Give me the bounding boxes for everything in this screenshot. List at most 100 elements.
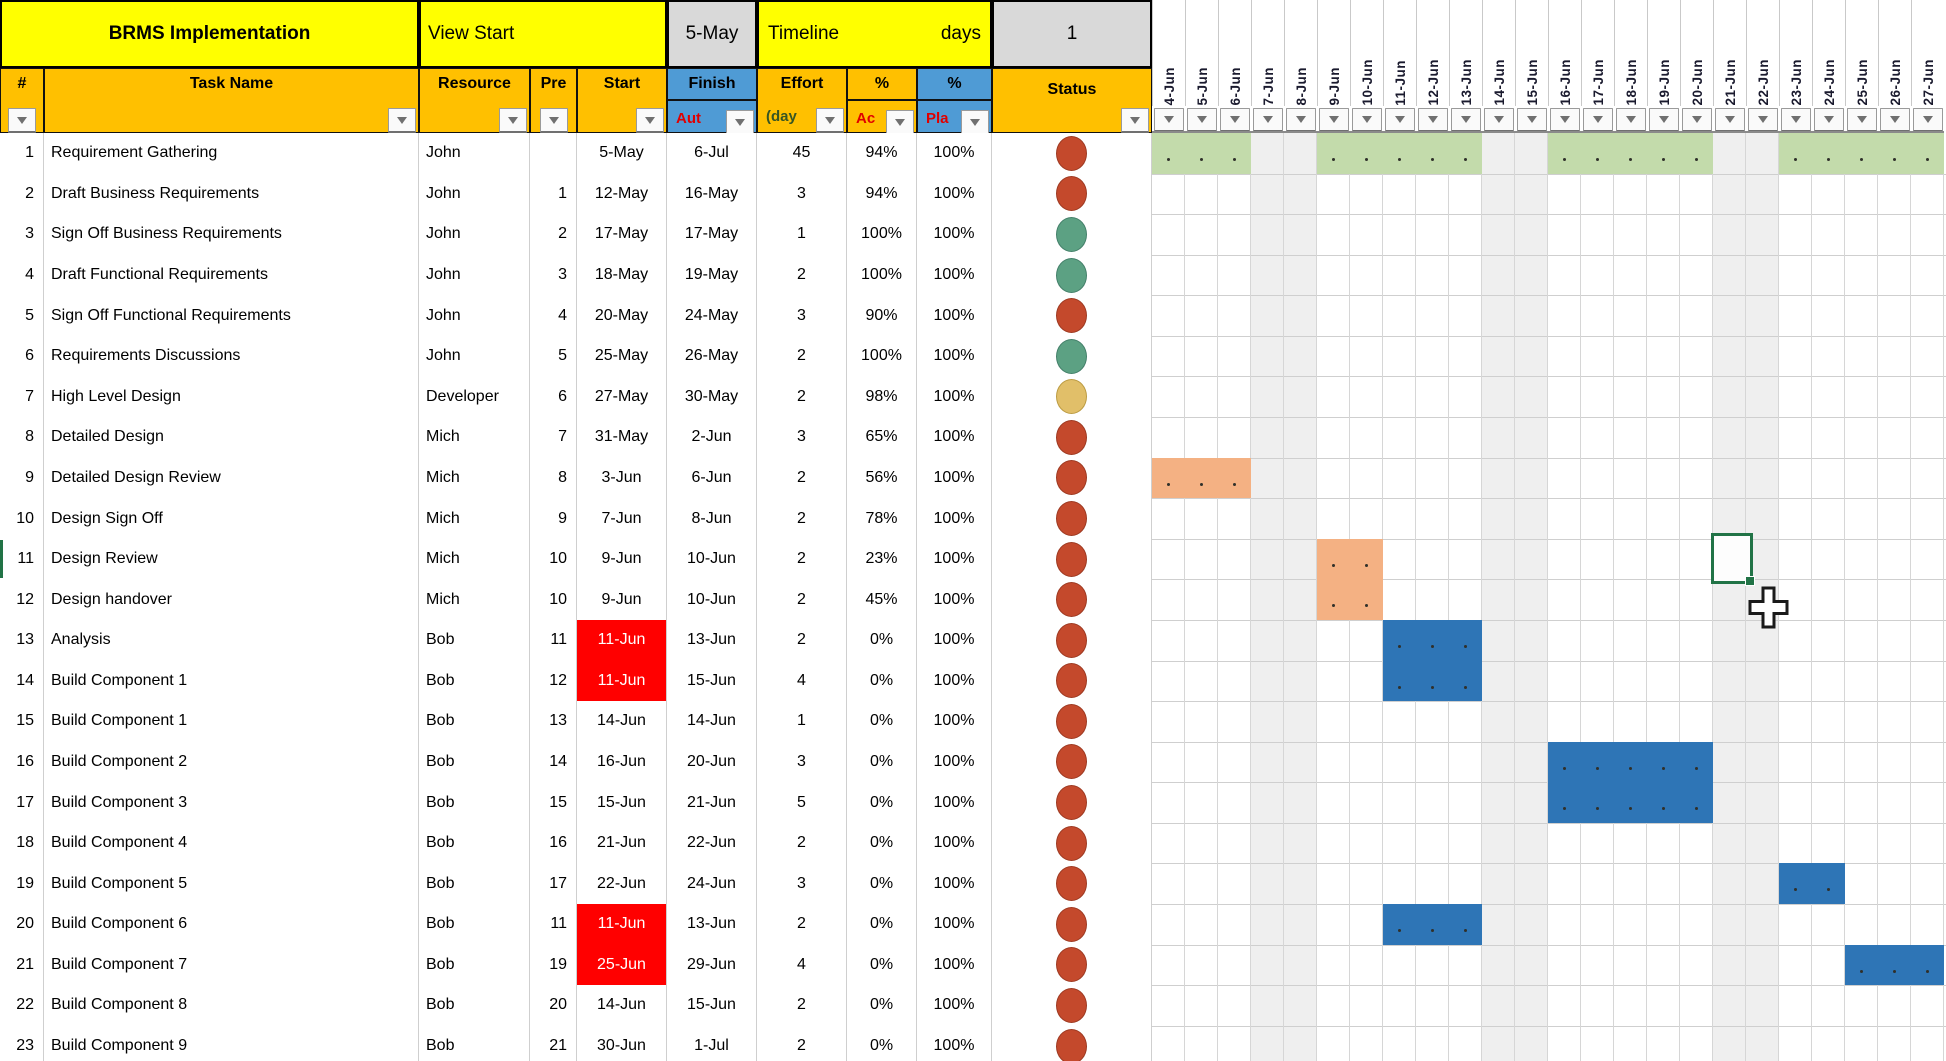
cell-status[interactable] — [992, 741, 1152, 783]
cell-task[interactable]: High Level Design — [44, 376, 419, 418]
cell-task[interactable]: Design Review — [44, 538, 419, 580]
date-column-header[interactable]: 10-Jun — [1350, 0, 1384, 106]
cell-start[interactable]: 31-May — [577, 417, 667, 458]
cell-num[interactable]: 20 — [0, 904, 44, 945]
cell-num[interactable]: 9 — [0, 457, 44, 499]
filter-button[interactable] — [1549, 107, 1580, 132]
cell-resource[interactable]: John — [419, 254, 530, 296]
cell-pct-plan[interactable]: 100% — [917, 214, 992, 255]
cell-pre[interactable]: 4 — [530, 295, 577, 336]
cell-start[interactable]: 5-May — [577, 133, 667, 174]
cell-resource[interactable]: Mich — [419, 417, 530, 458]
cell-effort[interactable]: 2 — [757, 538, 847, 580]
cell-pct-actual[interactable]: 0% — [847, 782, 917, 823]
filter-button[interactable] — [1384, 107, 1415, 132]
cell-pre[interactable]: 1 — [530, 173, 577, 215]
cell-status[interactable] — [992, 904, 1152, 945]
cell-pct-plan[interactable]: 100% — [917, 701, 992, 742]
cell-task[interactable]: Detailed Design — [44, 417, 419, 458]
cell-num[interactable]: 11 — [0, 538, 44, 580]
cell-finish[interactable]: 8-Jun — [667, 498, 757, 539]
filter-button[interactable] — [1714, 107, 1745, 132]
gantt-bar[interactable] — [1152, 133, 1251, 174]
cell-num[interactable]: 19 — [0, 863, 44, 905]
cell-pre[interactable]: 15 — [530, 782, 577, 823]
cell-task[interactable]: Build Component 1 — [44, 701, 419, 742]
filter-button[interactable] — [1582, 107, 1613, 132]
gantt-bar[interactable] — [1779, 863, 1845, 905]
header-num[interactable]: # — [0, 68, 44, 133]
cell-pct-plan[interactable]: 100% — [917, 133, 992, 174]
date-column-header[interactable]: 8-Jun — [1284, 0, 1318, 106]
cell-start[interactable]: 3-Jun — [577, 457, 667, 499]
header-task-name[interactable]: Task Name — [44, 68, 419, 133]
cell-effort[interactable]: 3 — [757, 741, 847, 783]
cell-pre[interactable]: 10 — [530, 579, 577, 620]
cell-status[interactable] — [992, 173, 1152, 215]
cell-pre[interactable]: 12 — [530, 660, 577, 702]
cell-num[interactable]: 14 — [0, 660, 44, 702]
project-title-cell[interactable]: BRMS Implementation — [0, 0, 419, 68]
gantt-bar[interactable] — [1383, 904, 1482, 945]
cell-pct-actual[interactable]: 56% — [847, 457, 917, 499]
cell-pre[interactable]: 11 — [530, 619, 577, 661]
date-column-header[interactable]: 18-Jun — [1614, 0, 1648, 106]
cell-pre[interactable] — [530, 133, 577, 174]
filter-button[interactable] — [1450, 107, 1481, 132]
cell-start[interactable]: 11-Jun — [577, 619, 667, 661]
cell-status[interactable] — [992, 985, 1152, 1026]
gantt-bar[interactable] — [1779, 133, 1944, 174]
filter-button[interactable] — [1121, 108, 1149, 133]
cell-pre[interactable]: 14 — [530, 741, 577, 783]
cell-status[interactable] — [992, 295, 1152, 336]
cell-pct-actual[interactable]: 65% — [847, 417, 917, 458]
header-pct-plan[interactable]: % Pla — [917, 68, 992, 135]
filter-button[interactable] — [816, 108, 844, 133]
date-column-header[interactable]: 16-Jun — [1548, 0, 1582, 106]
cell-finish[interactable]: 2-Jun — [667, 417, 757, 458]
cell-resource[interactable]: John — [419, 295, 530, 336]
cell-finish[interactable]: 10-Jun — [667, 579, 757, 620]
cell-status[interactable] — [992, 660, 1152, 702]
cell-finish[interactable]: 17-May — [667, 214, 757, 255]
cell-effort[interactable]: 3 — [757, 173, 847, 215]
cell-finish[interactable]: 20-Jun — [667, 741, 757, 783]
cell-task[interactable]: Requirements Discussions — [44, 335, 419, 377]
cell-start[interactable]: 27-May — [577, 376, 667, 418]
cell-num[interactable]: 13 — [0, 619, 44, 661]
cell-finish[interactable]: 26-May — [667, 335, 757, 377]
cell-finish[interactable]: 21-Jun — [667, 782, 757, 823]
cell-effort[interactable]: 4 — [757, 660, 847, 702]
cell-num[interactable]: 21 — [0, 944, 44, 986]
cell-task[interactable]: Requirement Gathering — [44, 133, 419, 174]
cell-resource[interactable]: John — [419, 214, 530, 255]
cell-effort[interactable]: 1 — [757, 214, 847, 255]
cell-pre[interactable]: 5 — [530, 335, 577, 377]
cell-task[interactable]: Build Component 9 — [44, 1025, 419, 1061]
cell-pct-actual[interactable]: 100% — [847, 214, 917, 255]
cell-task[interactable]: Build Component 1 — [44, 660, 419, 702]
cell-pct-actual[interactable]: 0% — [847, 822, 917, 864]
cell-task[interactable]: Build Component 3 — [44, 782, 419, 823]
cell-resource[interactable]: Bob — [419, 822, 530, 864]
gantt-bar[interactable] — [1317, 133, 1482, 174]
cell-effort[interactable]: 2 — [757, 376, 847, 418]
cell-finish[interactable]: 22-Jun — [667, 822, 757, 864]
cell-pct-actual[interactable]: 78% — [847, 498, 917, 539]
cell-pre[interactable]: 11 — [530, 904, 577, 945]
cell-start[interactable]: 9-Jun — [577, 579, 667, 620]
cell-pre[interactable]: 6 — [530, 376, 577, 418]
cell-resource[interactable]: Bob — [419, 863, 530, 905]
date-column-header[interactable]: 6-Jun — [1218, 0, 1252, 106]
cell-resource[interactable]: Bob — [419, 701, 530, 742]
cell-pct-actual[interactable]: 45% — [847, 579, 917, 620]
cell-resource[interactable]: Mich — [419, 498, 530, 539]
cell-num[interactable]: 7 — [0, 376, 44, 418]
filter-button[interactable] — [961, 110, 989, 135]
cell-effort[interactable]: 2 — [757, 457, 847, 499]
cell-resource[interactable]: John — [419, 173, 530, 215]
date-column-header[interactable]: 5-Jun — [1185, 0, 1219, 106]
date-column-header[interactable]: 23-Jun — [1779, 0, 1813, 106]
cell-start[interactable]: 11-Jun — [577, 904, 667, 945]
view-start-date-cell[interactable]: 5-May — [667, 0, 757, 68]
